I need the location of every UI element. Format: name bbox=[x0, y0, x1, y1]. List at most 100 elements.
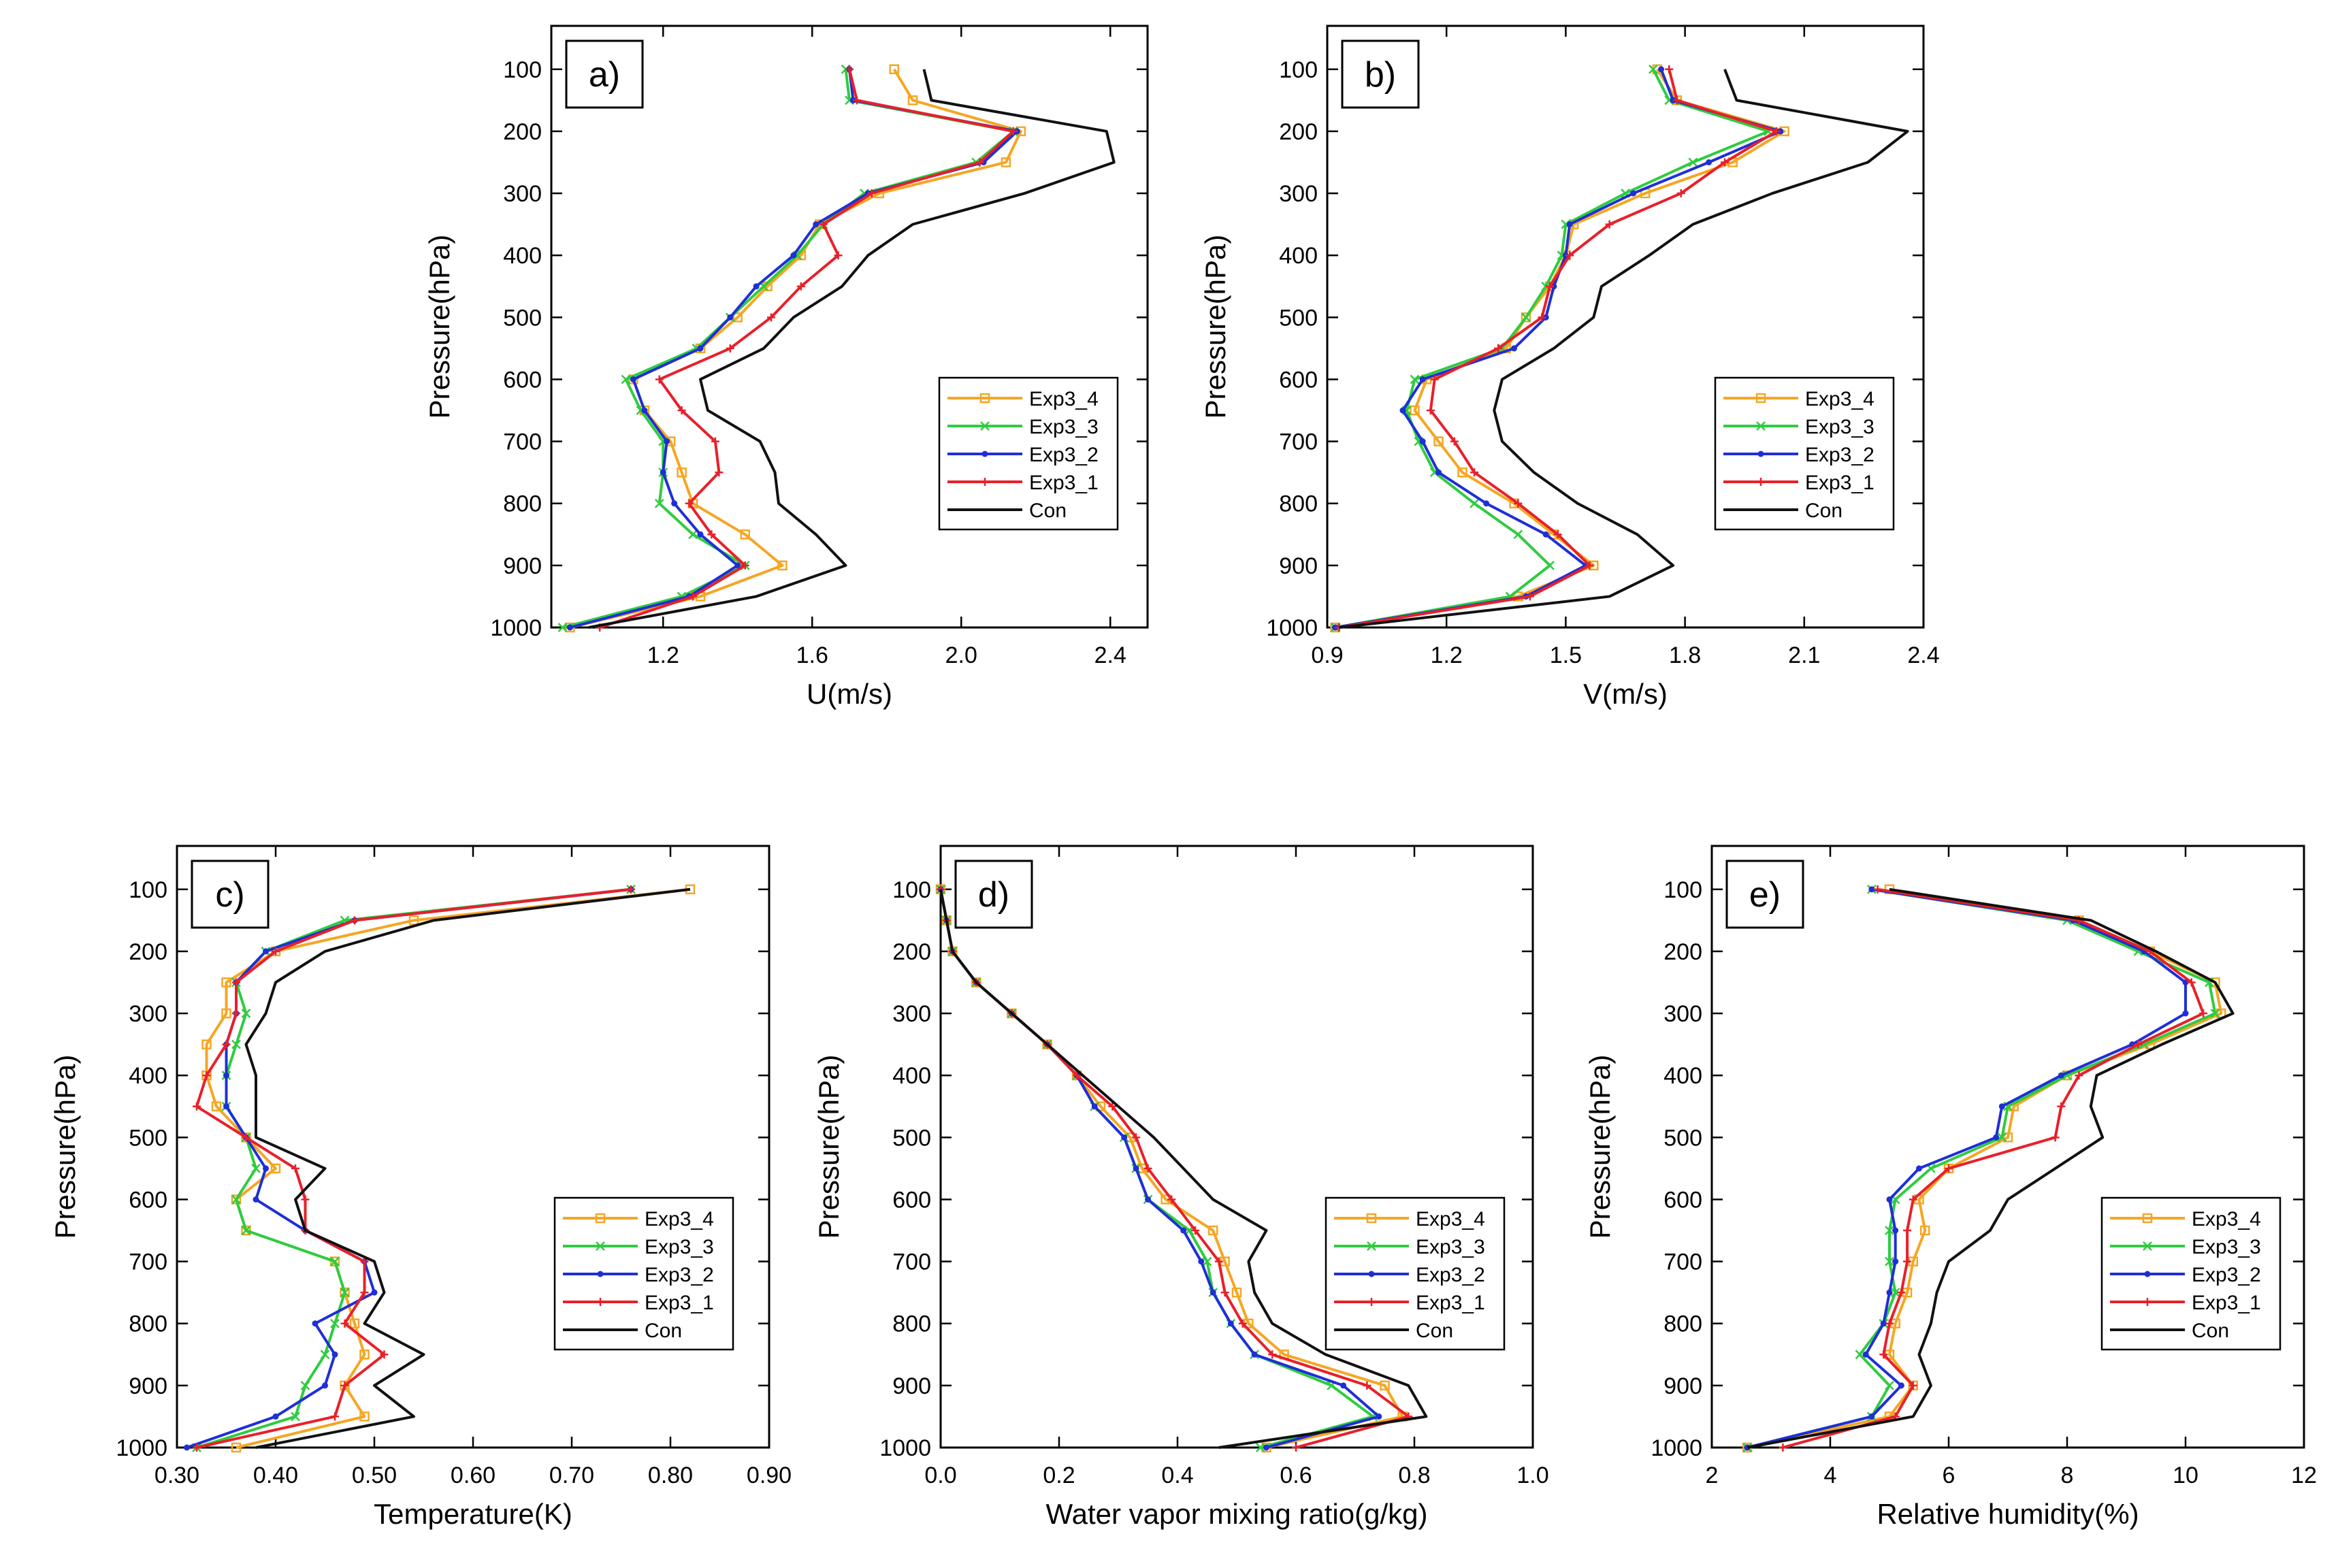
y-tick-label: 200 bbox=[129, 939, 167, 965]
data-point bbox=[1376, 1413, 1382, 1420]
data-point bbox=[1167, 1195, 1176, 1204]
data-point bbox=[408, 915, 419, 926]
data-point bbox=[907, 95, 918, 105]
legend-label: Exp3_3 bbox=[1805, 416, 1874, 438]
y-tick-label: 800 bbox=[503, 491, 542, 517]
y-tick-label: 600 bbox=[1279, 367, 1318, 393]
data-point bbox=[726, 344, 734, 353]
legend-label: Exp3_1 bbox=[645, 1292, 714, 1314]
x-tick-label: 1.5 bbox=[1550, 642, 1582, 668]
data-point bbox=[2182, 1010, 2189, 1017]
data-point bbox=[852, 96, 861, 105]
y-tick-label: 700 bbox=[1279, 429, 1318, 455]
legend-label: Exp3_4 bbox=[645, 1208, 714, 1230]
data-point bbox=[1676, 189, 1685, 198]
data-point bbox=[349, 1318, 360, 1328]
data-point bbox=[1903, 1257, 1912, 1266]
data-point bbox=[330, 1256, 340, 1267]
data-point bbox=[223, 1103, 229, 1110]
data-point bbox=[1132, 1133, 1141, 1142]
y-tick-label: 700 bbox=[892, 1250, 931, 1275]
data-point bbox=[202, 1071, 211, 1080]
data-point bbox=[1513, 529, 1523, 540]
legend-marker bbox=[981, 451, 988, 457]
data-point bbox=[1180, 1227, 1187, 1234]
data-point bbox=[340, 1319, 349, 1328]
data-point bbox=[211, 1101, 222, 1112]
data-point bbox=[263, 948, 269, 955]
y-tick-label: 900 bbox=[1279, 553, 1318, 579]
x-axis-label: Relative humidity(%) bbox=[1877, 1498, 2139, 1530]
legend-label: Exp3_3 bbox=[2192, 1236, 2261, 1258]
legend-item: Con bbox=[563, 1320, 682, 1342]
x-tick-label: 0.8 bbox=[1398, 1463, 1430, 1488]
legend-marker bbox=[595, 1213, 606, 1224]
data-point bbox=[1214, 1257, 1223, 1266]
y-tick-label: 600 bbox=[1663, 1187, 1702, 1213]
y-tick-label: 600 bbox=[129, 1187, 167, 1213]
y-axis-label: Pressure(hPa) bbox=[423, 235, 455, 419]
panel-tag-label: e) bbox=[1749, 875, 1781, 915]
data-point bbox=[1410, 405, 1420, 416]
legend-label: Exp3_1 bbox=[1416, 1292, 1485, 1314]
data-point bbox=[222, 1040, 231, 1049]
x-tick-label: 8 bbox=[2061, 1463, 2074, 1488]
x-tick-label: 2 bbox=[1706, 1463, 1719, 1488]
data-point bbox=[1470, 468, 1479, 477]
data-point bbox=[1898, 1382, 1904, 1389]
legend-marker bbox=[1755, 393, 1766, 404]
data-point bbox=[1658, 66, 1665, 73]
data-point bbox=[312, 1320, 319, 1327]
data-point bbox=[322, 1382, 328, 1389]
x-tick-label: 2.4 bbox=[1907, 642, 1939, 668]
x-tick-label: 0.6 bbox=[1280, 1463, 1312, 1488]
data-point bbox=[1542, 531, 1549, 538]
legend-label: Exp3_1 bbox=[1805, 472, 1874, 494]
y-tick-label: 1000 bbox=[1266, 615, 1318, 641]
y-tick-label: 800 bbox=[1663, 1311, 1702, 1337]
data-point bbox=[660, 469, 666, 476]
panel-tag-box bbox=[954, 860, 1033, 929]
data-point bbox=[340, 1288, 350, 1298]
y-tick-label: 100 bbox=[503, 57, 542, 83]
data-point bbox=[1916, 1165, 1922, 1172]
data-point bbox=[1091, 1103, 1098, 1110]
data-point bbox=[1665, 65, 1674, 74]
data-point bbox=[1399, 407, 1406, 414]
data-point bbox=[1721, 158, 1729, 167]
legend-item: Exp3_2 bbox=[2110, 1264, 2261, 1286]
y-tick-label: 100 bbox=[892, 877, 931, 903]
data-point bbox=[1133, 1165, 1139, 1172]
x-tick-label: 1.2 bbox=[647, 642, 679, 668]
legend-item: Exp3_3 bbox=[2110, 1236, 2261, 1258]
data-point bbox=[697, 531, 704, 538]
data-point bbox=[231, 1194, 241, 1205]
legend-item: Exp3_4 bbox=[1723, 388, 1874, 410]
data-point bbox=[2002, 1132, 2013, 1143]
data-point bbox=[272, 1413, 279, 1420]
data-point bbox=[242, 1133, 250, 1142]
legend-label: Exp3_2 bbox=[645, 1264, 714, 1286]
data-point bbox=[201, 1039, 212, 1049]
x-tick-label: 0.60 bbox=[451, 1463, 496, 1488]
panel-tag: e) bbox=[1725, 860, 1804, 929]
data-point bbox=[566, 624, 573, 631]
data-point bbox=[557, 623, 568, 632]
data-point bbox=[655, 375, 664, 384]
data-point bbox=[727, 314, 734, 321]
panel-tag-box bbox=[191, 860, 270, 929]
data-point bbox=[1430, 375, 1439, 384]
y-axis-label: Pressure(hPa) bbox=[1584, 1055, 1616, 1239]
panel-tag-label: c) bbox=[215, 875, 244, 915]
y-tick-label: 400 bbox=[129, 1063, 167, 1089]
data-point bbox=[2182, 979, 2189, 985]
legend-marker bbox=[979, 393, 990, 404]
data-point bbox=[1630, 190, 1637, 197]
x-tick-label: 0.30 bbox=[155, 1463, 199, 1488]
data-point bbox=[1426, 406, 1435, 415]
y-tick-label: 300 bbox=[503, 181, 542, 207]
data-point bbox=[1565, 251, 1574, 260]
data-point bbox=[1238, 1319, 1247, 1328]
legend-item: Exp3_2 bbox=[563, 1264, 714, 1286]
